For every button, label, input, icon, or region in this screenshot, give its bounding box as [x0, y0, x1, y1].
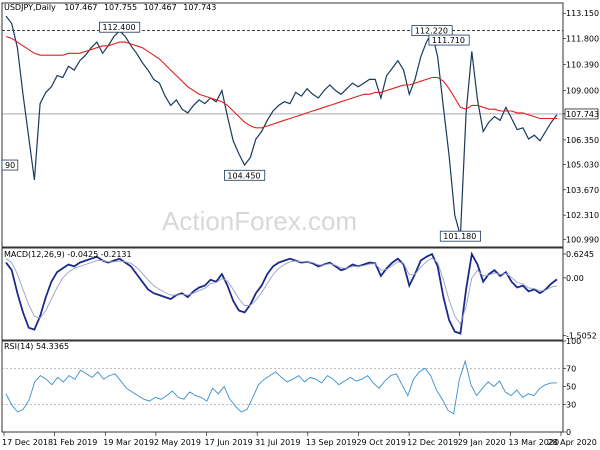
price-y-axis: 113.150 111.800 110.390 109.000 107.743 106.3… [563, 9, 599, 245]
symbol-label: USDJPY,Daily [4, 3, 56, 12]
x-tick-label: 28 Apr 2020 [547, 438, 596, 447]
price-series [5, 15, 558, 236]
annotation-112.220: 112.220 [411, 25, 453, 36]
annotation-label: 112.220 [415, 27, 448, 36]
rsi-tick-label: 100 [566, 337, 581, 346]
macd-tick-label: 0.00 [566, 274, 584, 283]
x-tick-label: 17 Jun 2019 [205, 438, 253, 447]
annotation-label: 111.710 [432, 36, 465, 45]
annotation-label: 104.450 [227, 171, 260, 180]
annotation-label: 112.400 [102, 23, 135, 32]
annotation-label: 101.180 [443, 232, 476, 241]
price-tick-label: 103.670 [566, 186, 599, 195]
annotation-104.450: 104.450 [224, 169, 266, 181]
x-tick-label: 12 Dec 2019 [407, 438, 458, 447]
rsi-tick-label: 30 [566, 401, 576, 410]
x-tick-label: 19 Mar 2019 [103, 438, 154, 447]
annotation-box [1, 159, 19, 171]
price-grid [2, 30, 563, 115]
rsi-series [5, 359, 557, 415]
price-tick-label: 102.310 [566, 211, 599, 220]
price-tick-label: 111.800 [566, 34, 599, 43]
price-line [5, 15, 558, 236]
macd-tick-label: 0.6245 [566, 250, 594, 259]
annotation-101.180: 101.180 [439, 230, 481, 242]
x-tick-label: 17 Dec 2018 [2, 438, 53, 447]
macd-tick-label: -1.5052 [566, 332, 597, 341]
watermark: ActionForex.com [162, 206, 357, 236]
rsi-line [5, 359, 557, 415]
macd-line [5, 251, 558, 335]
macd-y-axis: 0.6245 0.00 -1.5052 [563, 250, 597, 341]
moving-average-line [5, 35, 557, 129]
annotation-112.400: 112.400 [99, 21, 141, 33]
annotation-box [428, 34, 470, 46]
x-tick-label: 29 Jan 2020 [458, 438, 506, 447]
rsi-tick-label: 0 [566, 428, 571, 437]
price-tick-label: 106.350 [566, 136, 599, 145]
close-value: 107.743 [183, 3, 216, 12]
price-tick-label: 110.390 [566, 61, 599, 70]
price-tick-label: 113.150 [566, 9, 599, 18]
macd-series [5, 251, 558, 335]
annotation-box [439, 230, 481, 242]
price-header: USDJPY,Daily 107.467 107.755 107.467 107… [4, 3, 216, 12]
rsi-tick-label: 70 [566, 364, 576, 373]
rsi-tick-label: 50 [566, 383, 576, 392]
x-axis: 17 Dec 2018 1 Feb 2019 19 Mar 2019 2 May 20… [2, 432, 597, 447]
annotation-111.710: 111.710 [428, 34, 470, 46]
annotation-box [224, 169, 266, 181]
low-value: 107.467 [144, 3, 177, 12]
price-tick-label: 105.030 [566, 160, 599, 169]
annotation-box [99, 21, 141, 33]
price-tick-label: 100.990 [566, 236, 599, 245]
annotation-90: 90 [1, 159, 19, 171]
x-tick-label: 13 Mar 2020 [508, 438, 559, 447]
price-tick-label: 109.000 [566, 87, 599, 96]
x-tick-label: 1 Feb 2019 [53, 438, 98, 447]
panel-frame-2 [1, 247, 564, 341]
x-tick-label: 31 Jul 2019 [255, 438, 300, 447]
price-tick-label: 107.743 [566, 110, 599, 119]
rsi-header: RSI(14) 54.3365 [4, 342, 69, 351]
macd-header: MACD(12,26,9) -0.0425 -0.2131 [4, 250, 132, 259]
current-price-box [564, 108, 599, 120]
signal-line [5, 257, 558, 325]
x-tick-label: 2 May 2019 [154, 438, 201, 447]
x-tick-label: 29 Oct 2019 [356, 438, 405, 447]
high-value: 107.755 [104, 3, 137, 12]
rsi-y-axis: 100 70 50 30 0 [563, 337, 581, 437]
open-value: 107.467 [64, 3, 97, 12]
panel-frame-1 [1, 2, 564, 248]
annotation-label: 90 [5, 161, 15, 170]
x-tick-label: 13 Sep 2019 [306, 438, 357, 447]
rsi-grid [2, 367, 563, 406]
